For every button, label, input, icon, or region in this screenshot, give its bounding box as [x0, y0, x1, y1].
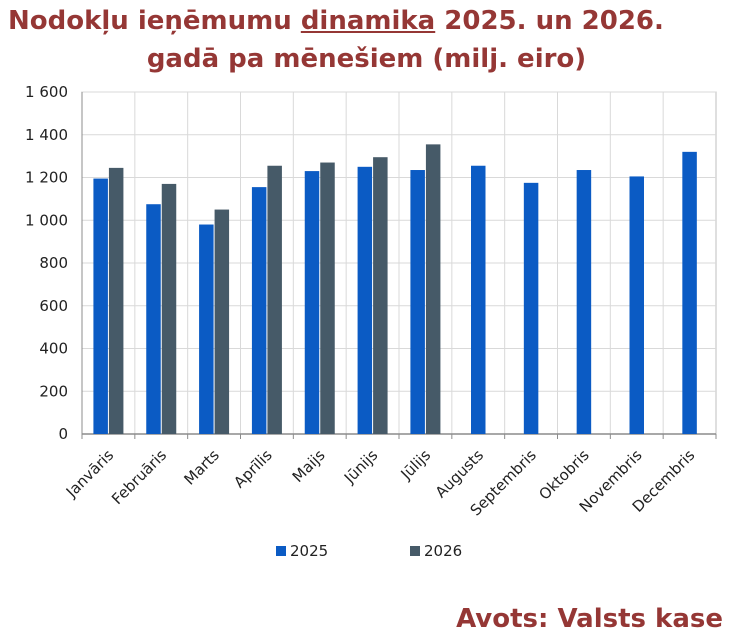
- y-tick-label: 1 000: [25, 211, 68, 229]
- bar-2025: [682, 151, 697, 434]
- y-tick-label: 1 400: [25, 126, 68, 144]
- source-label: Avots: Valsts kase: [456, 604, 723, 634]
- bar-2025: [523, 182, 539, 434]
- x-tick-label: Marts: [180, 446, 223, 489]
- bar-2025: [357, 166, 373, 434]
- y-tick-label: 0: [58, 425, 68, 443]
- x-tick-label: Jūnijs: [340, 446, 382, 488]
- x-tick-label: Jūlijs: [397, 446, 435, 484]
- legend-label-2025: 2025: [290, 542, 328, 560]
- y-tick-label: 1 200: [25, 169, 68, 187]
- bar-2025: [576, 170, 592, 435]
- bar-2026: [108, 167, 124, 434]
- bar-2025: [471, 165, 486, 434]
- chart-title-line-2: gadā pa mēnešiem (milj. eiro): [146, 44, 587, 74]
- y-tick-label: 200: [39, 382, 68, 400]
- bar-2026: [267, 165, 282, 434]
- bar-2025: [199, 224, 214, 434]
- bar-2025: [629, 176, 644, 434]
- title-text-part: 2025. un 2026.: [435, 6, 664, 36]
- x-tick-label: Maijs: [289, 446, 329, 486]
- bar-2025: [146, 204, 161, 434]
- bar-2025: [93, 178, 108, 434]
- bar-2026: [425, 144, 441, 434]
- y-tick-label: 400: [39, 340, 68, 358]
- x-tick-label: Aprīlis: [230, 446, 276, 492]
- legend-swatch-2026: [410, 546, 420, 556]
- y-tick-label: 600: [39, 297, 68, 315]
- bar-2025: [410, 170, 425, 435]
- x-tick-label: Februāris: [108, 446, 170, 508]
- title-underlined-word: dinamika: [300, 6, 436, 36]
- bar-2026: [214, 209, 230, 434]
- bar-2026: [373, 157, 388, 434]
- bar-2026: [320, 162, 335, 434]
- legend-swatch-2025: [276, 546, 286, 556]
- y-tick-label: 1 600: [25, 83, 68, 101]
- bar-2025: [304, 171, 320, 434]
- bar-2026: [161, 183, 177, 434]
- y-tick-label: 800: [39, 254, 68, 272]
- chart-title-line-1: Nodokļu ieņēmumu dinamika 2025. un 2026.: [8, 6, 733, 36]
- bar-2025: [251, 187, 267, 434]
- title-text-part: Nodokļu ieņēmumu: [8, 6, 301, 36]
- legend-label-2026: 2026: [424, 542, 462, 560]
